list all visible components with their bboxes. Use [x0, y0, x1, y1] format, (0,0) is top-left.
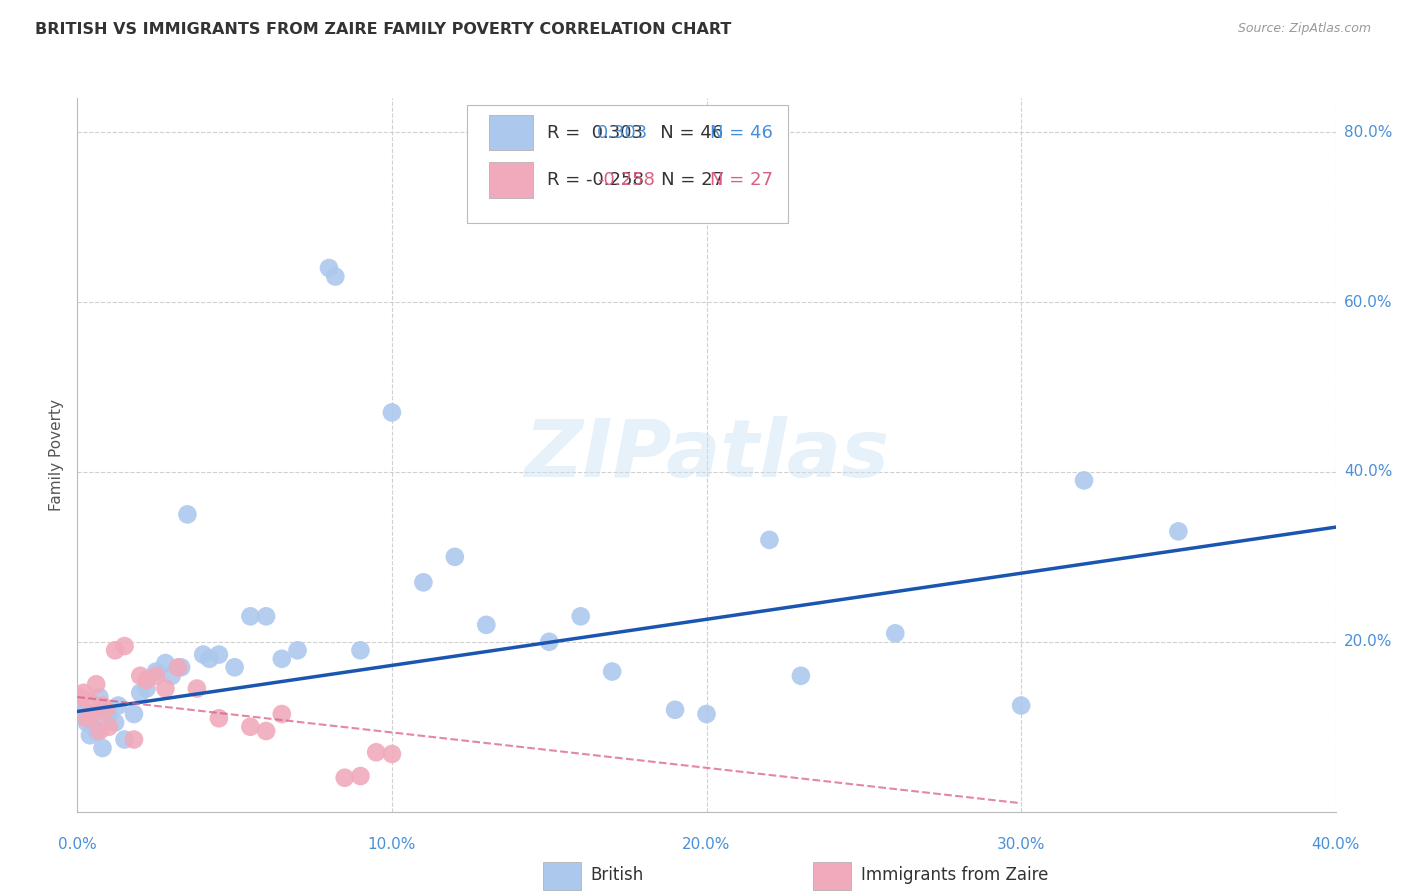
Point: [349, 769, 371, 783]
Point: [239, 609, 262, 624]
Point: [160, 669, 183, 683]
Point: [758, 533, 780, 547]
Point: [600, 665, 623, 679]
Point: [84, 677, 107, 691]
Point: [287, 643, 309, 657]
Point: [69, 698, 91, 713]
Point: [569, 609, 592, 624]
Point: [79, 694, 101, 708]
Text: -0.258: -0.258: [598, 171, 655, 189]
Point: [664, 703, 686, 717]
Point: [475, 617, 498, 632]
Point: [254, 724, 277, 739]
Point: [349, 643, 371, 657]
Point: [412, 575, 434, 590]
Point: [72, 703, 94, 717]
FancyBboxPatch shape: [489, 114, 533, 150]
Point: [135, 673, 157, 687]
Text: 60.0%: 60.0%: [1344, 294, 1392, 310]
Point: [208, 711, 231, 725]
Point: [135, 681, 157, 696]
Point: [89, 690, 111, 704]
Text: 30.0%: 30.0%: [997, 837, 1045, 852]
FancyBboxPatch shape: [489, 162, 533, 198]
Point: [366, 745, 388, 759]
Text: 0.303: 0.303: [598, 124, 648, 142]
Point: [444, 549, 467, 564]
Text: 20.0%: 20.0%: [682, 837, 731, 852]
Text: N = 27: N = 27: [710, 171, 773, 189]
Point: [176, 508, 198, 522]
Text: ZIPatlas: ZIPatlas: [524, 416, 889, 494]
Point: [84, 724, 107, 739]
Text: Source: ZipAtlas.com: Source: ZipAtlas.com: [1237, 22, 1371, 36]
Point: [155, 681, 177, 696]
Point: [1167, 524, 1189, 539]
Point: [107, 698, 129, 713]
Point: [790, 669, 813, 683]
Point: [76, 715, 98, 730]
Point: [381, 405, 404, 419]
Point: [1010, 698, 1032, 713]
Point: [104, 715, 127, 730]
Point: [129, 686, 152, 700]
Text: 40.0%: 40.0%: [1344, 465, 1392, 479]
Point: [270, 706, 292, 721]
FancyBboxPatch shape: [814, 862, 851, 890]
Point: [208, 648, 231, 662]
Point: [323, 269, 346, 284]
Text: N = 46: N = 46: [710, 124, 773, 142]
Point: [97, 706, 120, 721]
Point: [89, 724, 111, 739]
Point: [91, 698, 114, 713]
FancyBboxPatch shape: [467, 105, 789, 223]
Point: [239, 720, 262, 734]
Text: British: British: [591, 866, 644, 884]
Point: [122, 706, 145, 721]
Text: R = -0.258   N = 27: R = -0.258 N = 27: [547, 171, 724, 189]
Text: 40.0%: 40.0%: [1312, 837, 1360, 852]
Point: [69, 690, 91, 704]
Point: [224, 660, 246, 674]
Point: [145, 669, 167, 683]
Text: Immigrants from Zaire: Immigrants from Zaire: [862, 866, 1049, 884]
Point: [72, 686, 94, 700]
Point: [538, 635, 561, 649]
Point: [381, 747, 404, 761]
Point: [145, 665, 167, 679]
Point: [696, 706, 718, 721]
Point: [270, 652, 292, 666]
Point: [91, 741, 114, 756]
FancyBboxPatch shape: [543, 862, 581, 890]
Point: [167, 660, 190, 674]
Point: [198, 652, 221, 666]
Point: [122, 732, 145, 747]
Point: [191, 648, 215, 662]
Text: 20.0%: 20.0%: [1344, 634, 1392, 649]
Point: [1073, 474, 1095, 488]
Text: BRITISH VS IMMIGRANTS FROM ZAIRE FAMILY POVERTY CORRELATION CHART: BRITISH VS IMMIGRANTS FROM ZAIRE FAMILY …: [35, 22, 731, 37]
Text: 80.0%: 80.0%: [1344, 125, 1392, 140]
Point: [94, 703, 117, 717]
Point: [76, 711, 98, 725]
Text: 0.0%: 0.0%: [58, 837, 97, 852]
Text: R =  0.303   N = 46: R = 0.303 N = 46: [547, 124, 723, 142]
Point: [114, 732, 136, 747]
Point: [82, 706, 104, 721]
Point: [114, 639, 136, 653]
Point: [79, 728, 101, 742]
Point: [82, 711, 104, 725]
Point: [129, 669, 152, 683]
Text: 10.0%: 10.0%: [368, 837, 416, 852]
Point: [170, 660, 193, 674]
Point: [318, 260, 340, 275]
Point: [333, 771, 356, 785]
Point: [104, 643, 127, 657]
Point: [884, 626, 907, 640]
Point: [155, 656, 177, 670]
Y-axis label: Family Poverty: Family Poverty: [49, 399, 65, 511]
Point: [254, 609, 277, 624]
Point: [186, 681, 208, 696]
Point: [97, 720, 120, 734]
